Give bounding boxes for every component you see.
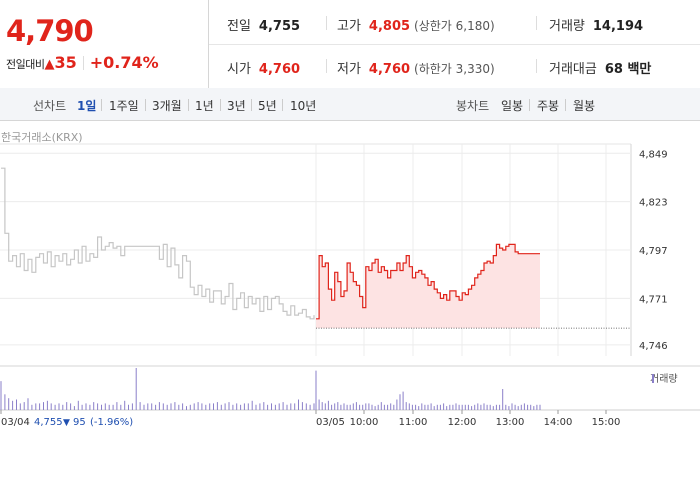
- candle-tab-monthly[interactable]: 월봉: [573, 99, 596, 113]
- period-tab-1d[interactable]: 1일: [77, 99, 97, 113]
- series-line-today: [316, 243, 540, 320]
- period-tab-3m[interactable]: 3개월: [152, 99, 182, 113]
- period-tab-1w[interactable]: 1주일: [109, 99, 139, 113]
- stat-label: 거래대금: [549, 62, 597, 77]
- stat-amount: 거래대금 68 백만: [549, 58, 651, 77]
- stat-label: 고가: [337, 19, 361, 34]
- period-tab-1y[interactable]: 1년: [195, 99, 214, 113]
- y-tick-label: 4,849: [639, 149, 668, 160]
- prev-day-pct: (-1.96%): [90, 417, 133, 428]
- volume-legend: 거래량: [650, 373, 678, 385]
- y-tick-label: 4,797: [639, 246, 668, 257]
- change-value: 35: [54, 53, 77, 72]
- stat-value: 4,755: [258, 19, 301, 34]
- divider: [145, 99, 146, 111]
- stat-label: 전일: [227, 19, 251, 34]
- divider: [529, 99, 530, 111]
- stat-prev-close: 전일 4,755: [227, 15, 300, 34]
- lower-limit: (하한가 3,330): [414, 62, 495, 76]
- price-chart-svg: 한국거래소(KRX) 4,849 4,823 4,797 4,771 4,746 03/0…: [0, 131, 700, 428]
- period-tab-3y[interactable]: 3년: [227, 99, 246, 113]
- period-tab-5y[interactable]: 5년: [258, 99, 277, 113]
- current-price: 4,790: [6, 14, 94, 48]
- source-label: 한국거래소(KRX): [1, 131, 83, 144]
- x-tick-label: 14:00: [544, 417, 573, 428]
- price-summary: 4,790 전일대비▲35 +0.74%: [0, 0, 209, 88]
- stat-value: 4,760: [368, 62, 411, 77]
- stats-panel: 전일 4,755 고가 4,805 (상한가 6,180) 거래량 14,194 시가 4…: [209, 0, 700, 88]
- x-tick-label: 11:00: [399, 417, 428, 428]
- stat-low: 저가 4,760 (하한가 3,330): [337, 58, 495, 77]
- x-tick-label: 10:00: [350, 417, 379, 428]
- line-chart-label: 선차트: [33, 99, 67, 113]
- stat-volume: 거래량 14,194: [549, 15, 643, 34]
- divider: [101, 99, 102, 111]
- change-percent: +0.74%: [89, 53, 159, 72]
- quote-header: 4,790 전일대비▲35 +0.74% 전일 4,755 고가 4,805 (상한가 …: [0, 0, 700, 89]
- divider: [536, 59, 537, 73]
- candle-chart-label: 봉차트: [456, 99, 490, 113]
- x-tick-label: 15:00: [592, 417, 621, 428]
- stat-label: 거래량: [549, 19, 585, 34]
- down-arrow-icon: ▼: [63, 418, 70, 428]
- period-tab-10y[interactable]: 10년: [290, 99, 317, 113]
- x-tick-label: 03/05: [316, 417, 345, 428]
- divider: [82, 56, 84, 70]
- divider: [251, 99, 252, 111]
- series-area-today: [316, 244, 540, 329]
- divider: [326, 59, 327, 73]
- divider: [220, 99, 221, 111]
- divider: [565, 99, 566, 111]
- stat-value: 68 백만: [604, 62, 652, 77]
- stat-value: 14,194: [592, 19, 644, 34]
- prev-day-date: 03/04: [1, 417, 30, 428]
- series-line-prev-day: [1, 167, 315, 320]
- chart-toolbar: 선차트 1일 1주일 3개월 1년 3년 5년 10년 봉차트 일봉 주봉 월봉: [0, 88, 700, 121]
- change-label: 전일대비: [6, 58, 45, 71]
- divider: [282, 99, 283, 111]
- y-tick-label: 4,771: [639, 294, 668, 305]
- stat-value: 4,805: [368, 19, 411, 34]
- prev-day-close: 4,755: [34, 417, 63, 428]
- stat-value: 4,760: [258, 62, 301, 77]
- x-tick-label: 13:00: [496, 417, 525, 428]
- candle-tab-weekly[interactable]: 주봉: [537, 99, 560, 113]
- x-tick-label: 12:00: [448, 417, 477, 428]
- divider: [536, 16, 537, 30]
- y-tick-label: 4,823: [639, 198, 668, 209]
- volume-legend-swatch: [652, 374, 654, 383]
- stat-high: 고가 4,805 (상한가 6,180): [337, 15, 495, 34]
- divider: [326, 16, 327, 30]
- y-tick-label: 4,746: [639, 341, 668, 352]
- prev-day-change: 95: [73, 417, 86, 428]
- upper-limit: (상한가 6,180): [414, 19, 495, 33]
- candle-tab-daily[interactable]: 일봉: [501, 99, 524, 113]
- stat-label: 시가: [227, 62, 251, 77]
- price-change: 전일대비▲35 +0.74%: [6, 53, 159, 72]
- up-arrow-icon: ▲: [44, 57, 55, 72]
- stat-label: 저가: [337, 62, 361, 77]
- price-chart: 한국거래소(KRX) 4,849 4,823 4,797 4,771 4,746 03/0…: [0, 121, 700, 490]
- stat-open: 시가 4,760: [227, 58, 300, 77]
- divider: [209, 44, 700, 45]
- divider: [188, 99, 189, 111]
